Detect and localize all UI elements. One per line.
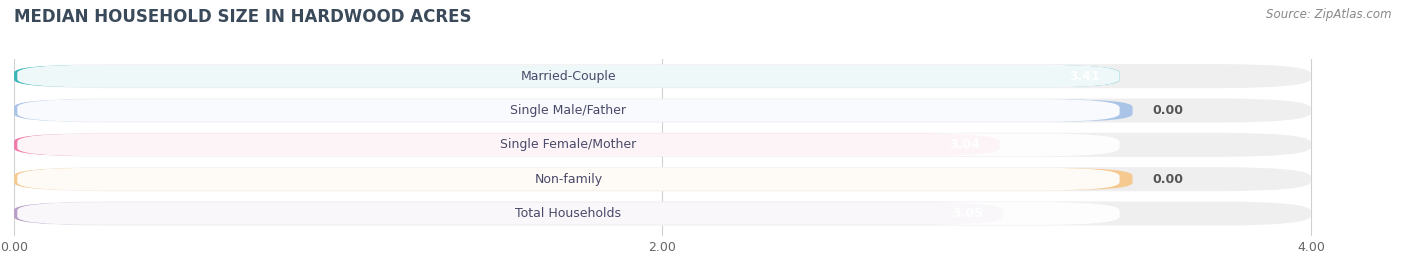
FancyBboxPatch shape: [14, 65, 1119, 87]
Text: 0.00: 0.00: [1152, 173, 1182, 186]
Text: Total Households: Total Households: [516, 207, 621, 220]
FancyBboxPatch shape: [14, 168, 1133, 190]
Text: 0.00: 0.00: [1152, 104, 1182, 117]
FancyBboxPatch shape: [14, 64, 1310, 88]
FancyBboxPatch shape: [17, 65, 1119, 87]
Text: 3.04: 3.04: [949, 138, 980, 151]
Text: Non-family: Non-family: [534, 173, 603, 186]
Text: Source: ZipAtlas.com: Source: ZipAtlas.com: [1267, 8, 1392, 21]
Text: 3.05: 3.05: [952, 207, 983, 220]
FancyBboxPatch shape: [17, 99, 1119, 122]
FancyBboxPatch shape: [14, 133, 1310, 157]
Text: Married-Couple: Married-Couple: [520, 70, 616, 83]
FancyBboxPatch shape: [14, 203, 1002, 225]
Text: Single Female/Mother: Single Female/Mother: [501, 138, 637, 151]
FancyBboxPatch shape: [14, 167, 1310, 191]
Text: Single Male/Father: Single Male/Father: [510, 104, 627, 117]
FancyBboxPatch shape: [17, 168, 1119, 191]
FancyBboxPatch shape: [17, 202, 1119, 225]
Text: 3.41: 3.41: [1070, 70, 1099, 83]
FancyBboxPatch shape: [17, 133, 1119, 156]
FancyBboxPatch shape: [14, 202, 1310, 226]
FancyBboxPatch shape: [14, 99, 1133, 121]
Text: MEDIAN HOUSEHOLD SIZE IN HARDWOOD ACRES: MEDIAN HOUSEHOLD SIZE IN HARDWOOD ACRES: [14, 8, 471, 26]
FancyBboxPatch shape: [14, 134, 1000, 156]
FancyBboxPatch shape: [14, 98, 1310, 122]
